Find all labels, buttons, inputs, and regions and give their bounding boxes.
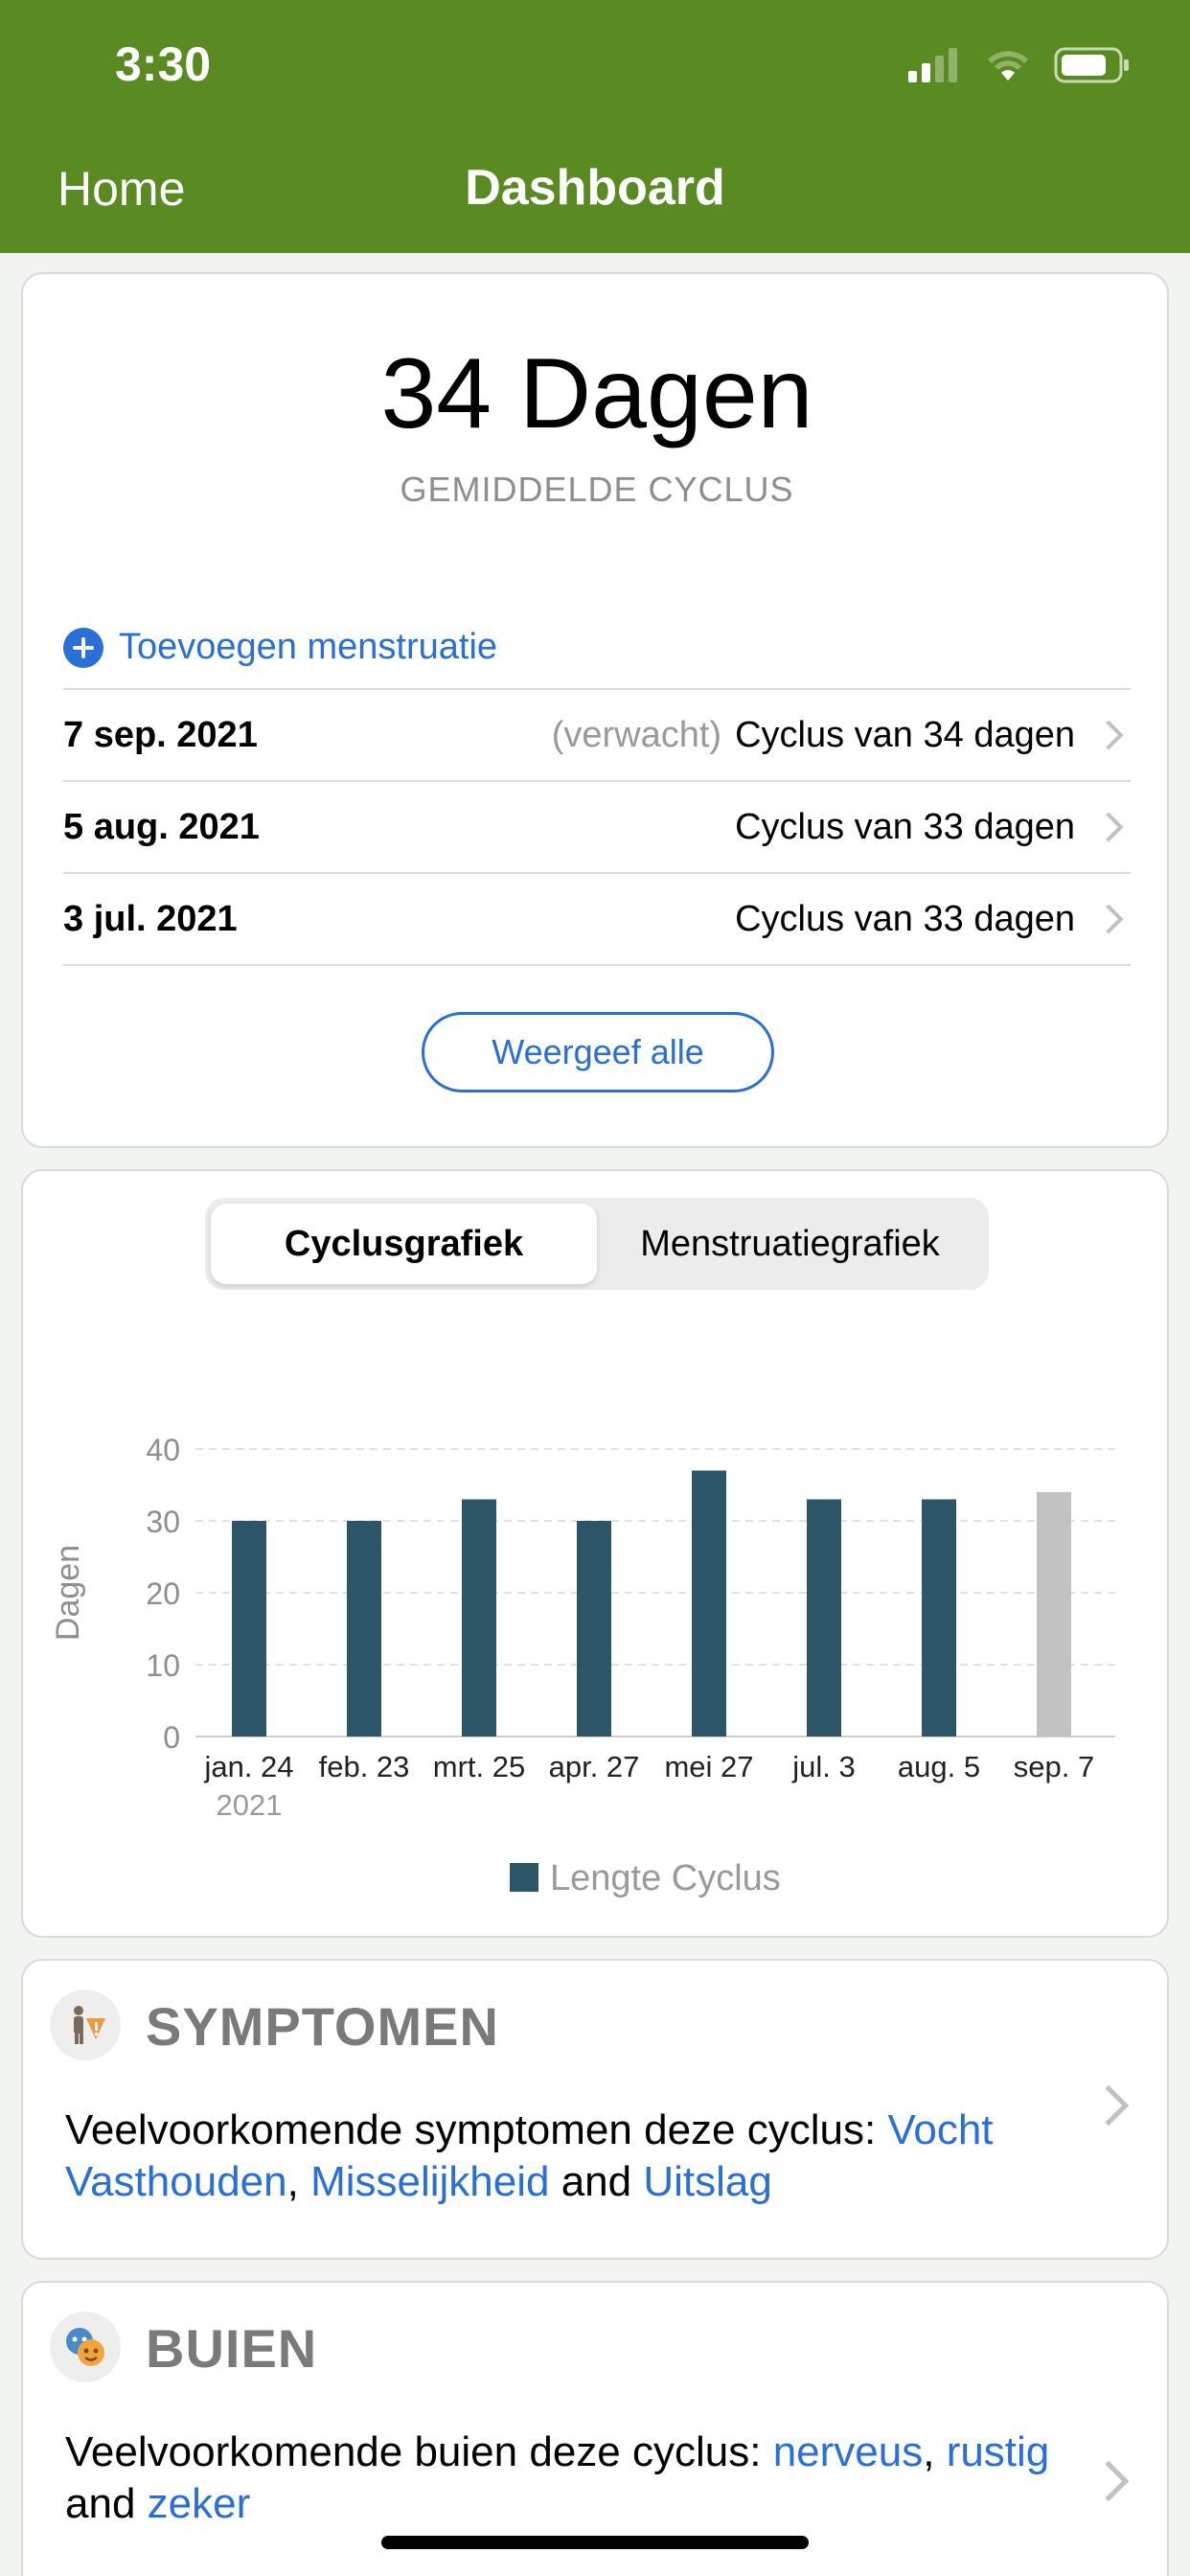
legend-swatch — [510, 1863, 538, 1892]
chart-bar — [1037, 1492, 1071, 1736]
list-separator: , — [286, 2158, 311, 2205]
symptom-link[interactable]: Vocht Vasthouden — [65, 2106, 994, 2205]
x-tick-label: jul. 3 — [791, 1750, 855, 1783]
page-title: Dashboard — [465, 160, 725, 216]
cycle-row[interactable]: 7 sep. 2021 (verwacht) Cyclus van 34 dag… — [63, 690, 1131, 782]
y-tick-label: 30 — [146, 1505, 180, 1539]
x-tick-label: feb. 23 — [319, 1750, 410, 1783]
cycle-date: 3 jul. 2021 — [63, 898, 238, 939]
moods-title: BUIEN — [146, 2318, 318, 2379]
chevron-right-icon — [1087, 2460, 1130, 2502]
x-tick-label: apr. 27 — [549, 1750, 640, 1783]
cycle-length-text: Cyclus van 33 dagen — [735, 898, 1075, 939]
cycle-list: 7 sep. 2021 (verwacht) Cyclus van 34 dag… — [63, 688, 1131, 966]
moods-text: Veelvoorkomende buien deze cyclus: nerve… — [65, 2426, 1062, 2530]
battery-icon — [1054, 47, 1129, 83]
average-cycle-value: 34 Dagen — [380, 338, 813, 449]
nav-header: 3:30 Home Dashboard — [0, 0, 1190, 253]
status-time: 3:30 — [115, 37, 212, 91]
chevron-right-icon — [1093, 904, 1124, 934]
chart-bar — [577, 1521, 611, 1736]
home-back-button[interactable]: Home — [57, 162, 186, 216]
home-indicator — [381, 2536, 809, 2549]
legend-label: Lengte Cyclus — [550, 1858, 781, 1898]
symptoms-icon — [50, 1990, 121, 2060]
x-tick-label: mei 27 — [664, 1750, 753, 1783]
mood-link[interactable]: rustig — [946, 2428, 1050, 2475]
chart-bar — [232, 1521, 266, 1736]
symptoms-title: SYMPTOMEN — [146, 1996, 499, 2057]
x-tick-label: mrt. 25 — [433, 1750, 525, 1783]
signal-icon — [908, 48, 957, 82]
add-period-label: Toevoegen menstruatie — [119, 627, 498, 667]
cycle-bar-chart: 0 10 20 30 40 Dagen jan. 24 feb. 23 mrt. 25 apr. … — [50, 1433, 1115, 1898]
y-axis-label: Dagen — [50, 1545, 86, 1641]
cycle-row[interactable]: 3 jul. 2021 Cyclus van 33 dagen — [63, 874, 1131, 966]
moods-prefix: Veelvoorkomende buien deze cyclus: — [65, 2428, 773, 2475]
symptom-link[interactable]: Uitslag — [643, 2158, 772, 2205]
y-tick-label: 20 — [146, 1576, 180, 1611]
average-cycle-label: GEMIDDELDE CYCLUS — [400, 470, 794, 509]
tab-cycle-chart[interactable]: Cyclusgrafiek — [211, 1204, 597, 1284]
chart-bar — [922, 1499, 956, 1736]
list-and: and — [549, 2158, 644, 2205]
moods-icon — [50, 2312, 121, 2382]
cycle-length-text: Cyclus van 34 dagen — [735, 714, 1075, 755]
status-icons — [908, 46, 1131, 84]
x-tick-label: aug. 5 — [898, 1750, 980, 1783]
plus-circle-icon — [63, 627, 103, 668]
cycle-date: 7 sep. 2021 — [63, 714, 258, 755]
symptoms-prefix: Veelvoorkomende symptomen deze cyclus: — [65, 2106, 888, 2153]
tab-period-chart[interactable]: Menstruatiegrafiek — [640, 1223, 940, 1264]
cycle-expected-note: (verwacht) — [551, 714, 722, 755]
cycle-date: 5 aug. 2021 — [63, 806, 260, 847]
x-tick-label: jan. 24 — [203, 1750, 293, 1783]
y-tick-label: 40 — [146, 1433, 180, 1467]
list-separator: , — [923, 2428, 947, 2475]
chart-bar — [692, 1470, 726, 1736]
chart-card: Cyclusgrafiek Menstruatiegrafiek 0 10 20 30… — [21, 1169, 1169, 1938]
chevron-right-icon — [1093, 720, 1124, 750]
chart-bar — [462, 1499, 496, 1736]
chevron-right-icon — [1087, 2084, 1130, 2127]
add-period-button[interactable]: Toevoegen menstruatie — [63, 627, 497, 668]
symptoms-card[interactable]: SYMPTOMEN Veelvoorkomende symptomen deze… — [21, 1959, 1169, 2260]
symptom-link[interactable]: Misselijkheid — [310, 2158, 550, 2205]
cycle-summary-card: 34 Dagen GEMIDDELDE CYCLUS Toevoegen men… — [21, 272, 1169, 1148]
view-all-button[interactable]: Weergeef alle — [422, 1012, 774, 1092]
wifi-icon — [988, 51, 1028, 80]
mood-link[interactable]: zeker — [147, 2480, 251, 2527]
symptoms-text: Veelvoorkomende symptomen deze cyclus: V… — [65, 2104, 1062, 2208]
moods-card[interactable]: BUIEN Veelvoorkomende buien deze cyclus:… — [21, 2281, 1169, 2576]
cycle-length-text: Cyclus van 33 dagen — [735, 806, 1075, 847]
chevron-right-icon — [1093, 812, 1124, 842]
x-tick-label: sep. 7 — [1014, 1750, 1094, 1783]
year-label: 2021 — [217, 1788, 283, 1822]
mood-link[interactable]: nerveus — [772, 2428, 924, 2475]
y-tick-label: 0 — [163, 1720, 180, 1755]
cycle-row[interactable]: 5 aug. 2021 Cyclus van 33 dagen — [63, 782, 1131, 874]
chart-segmented-control: Cyclusgrafiek Menstruatiegrafiek — [205, 1198, 989, 1290]
chart-bar — [347, 1521, 381, 1736]
chart-bar — [807, 1499, 841, 1736]
list-and: and — [65, 2480, 148, 2527]
y-tick-label: 10 — [146, 1648, 180, 1683]
